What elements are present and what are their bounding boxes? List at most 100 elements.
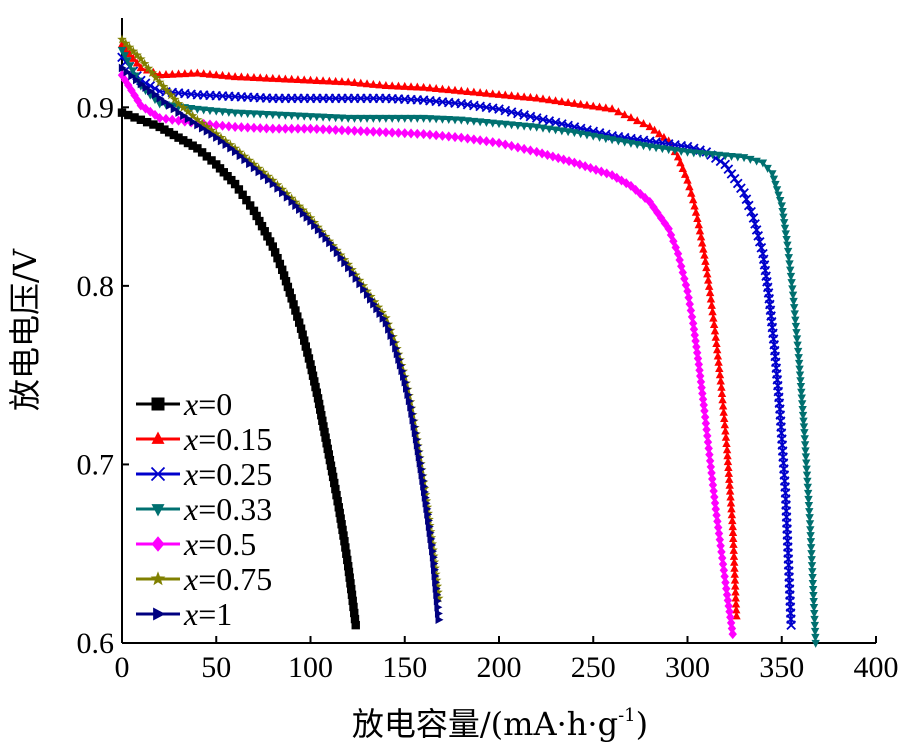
data-point (387, 127, 397, 138)
data-point (712, 345, 722, 354)
data-point (526, 145, 535, 156)
data-point (582, 131, 592, 140)
data-point (165, 101, 174, 110)
data-point (249, 122, 259, 133)
x-tick-label: 400 (854, 651, 899, 684)
data-point (795, 371, 805, 380)
data-point (704, 275, 713, 284)
data-point (381, 313, 391, 323)
data-point (718, 401, 728, 410)
data-point (692, 341, 701, 352)
data-point (431, 569, 441, 579)
data-point (720, 159, 731, 170)
data-point (729, 551, 739, 560)
data-point (344, 125, 353, 136)
data-point (340, 537, 349, 546)
legend-label: x=0 (183, 386, 232, 422)
data-point (133, 95, 142, 106)
data-point (419, 129, 428, 140)
data-point (142, 83, 151, 92)
data-point (694, 359, 704, 370)
data-point (432, 578, 441, 587)
data-point (410, 422, 419, 431)
legend-swatch-marker (153, 607, 166, 621)
x-tick-label: 350 (759, 651, 804, 684)
data-point (243, 72, 252, 81)
data-point (344, 114, 353, 123)
data-point (120, 52, 129, 61)
data-point (401, 378, 410, 387)
data-point (696, 376, 706, 387)
data-point (354, 275, 365, 285)
data-point (306, 113, 315, 122)
data-point (237, 72, 246, 81)
data-point (309, 217, 320, 227)
data-point (345, 573, 354, 582)
data-point (350, 608, 359, 618)
data-point (425, 115, 435, 124)
data-point (746, 206, 756, 217)
data-point (224, 108, 234, 117)
data-point (645, 143, 654, 152)
data-point (670, 146, 680, 155)
data-point (236, 151, 245, 161)
data-point (688, 195, 698, 204)
data-point (256, 110, 265, 119)
data-point (308, 371, 318, 380)
data-point (363, 290, 372, 299)
data-point (414, 447, 423, 456)
data-point (551, 96, 560, 105)
data-point (306, 360, 315, 369)
data-point (408, 409, 417, 418)
data-point (727, 504, 736, 513)
data-point (774, 191, 783, 200)
data-point (318, 230, 327, 239)
data-point (187, 110, 198, 120)
data-point (811, 633, 820, 642)
data-point (718, 559, 728, 570)
data-point (189, 117, 198, 127)
data-point (123, 67, 132, 77)
data-point (202, 121, 212, 131)
data-point (170, 94, 180, 104)
data-point (162, 85, 172, 95)
data-point (731, 599, 741, 608)
data-point (655, 129, 664, 138)
data-point (218, 120, 227, 131)
data-point (607, 136, 617, 145)
data-point (805, 514, 814, 523)
data-point (400, 81, 409, 90)
data-point (369, 114, 378, 123)
data-point (224, 121, 234, 132)
data-point (291, 306, 300, 315)
data-point (689, 149, 698, 158)
data-point (356, 78, 365, 87)
data-point (717, 382, 726, 391)
data-point (287, 74, 296, 83)
data-point (417, 464, 426, 474)
data-point (328, 240, 338, 250)
data-point (784, 254, 794, 263)
data-point (614, 137, 623, 146)
data-point (551, 126, 560, 135)
data-point (356, 114, 365, 123)
data-point (450, 132, 460, 143)
data-point (716, 376, 725, 385)
data-point (333, 248, 342, 258)
legend-var: x (183, 386, 198, 422)
data-point (787, 279, 796, 288)
legend-item: x=0 (136, 386, 232, 422)
data-point (779, 219, 789, 228)
data-point (325, 113, 334, 122)
legend-value: =0.5 (198, 526, 256, 562)
x-tick-label: 250 (571, 651, 616, 684)
data-point (382, 319, 391, 328)
data-point (128, 46, 139, 56)
data-point (698, 394, 708, 405)
data-point (274, 74, 284, 83)
data-point (174, 133, 183, 142)
data-point (786, 620, 797, 630)
data-point (622, 178, 631, 189)
data-point (132, 58, 142, 67)
data-point (677, 147, 686, 156)
